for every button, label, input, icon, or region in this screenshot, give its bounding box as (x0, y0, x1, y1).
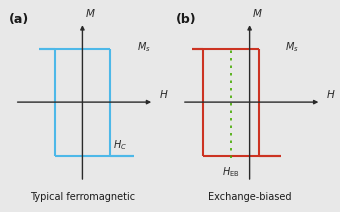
Text: $H_C$: $H_C$ (113, 138, 127, 152)
Text: $H$: $H$ (159, 88, 168, 100)
Text: Exchange-biased: Exchange-biased (208, 192, 291, 202)
Text: $M$: $M$ (252, 7, 263, 19)
Text: $M$: $M$ (85, 7, 96, 19)
Text: (a): (a) (8, 13, 29, 26)
Text: $M_s$: $M_s$ (137, 40, 151, 53)
Text: $H$: $H$ (326, 88, 336, 100)
Text: Typical ferromagnetic: Typical ferromagnetic (30, 192, 135, 202)
Text: $H_{\mathrm{EB}}$: $H_{\mathrm{EB}}$ (222, 165, 240, 179)
Text: (b): (b) (175, 13, 196, 26)
Text: $M_s$: $M_s$ (285, 40, 299, 53)
